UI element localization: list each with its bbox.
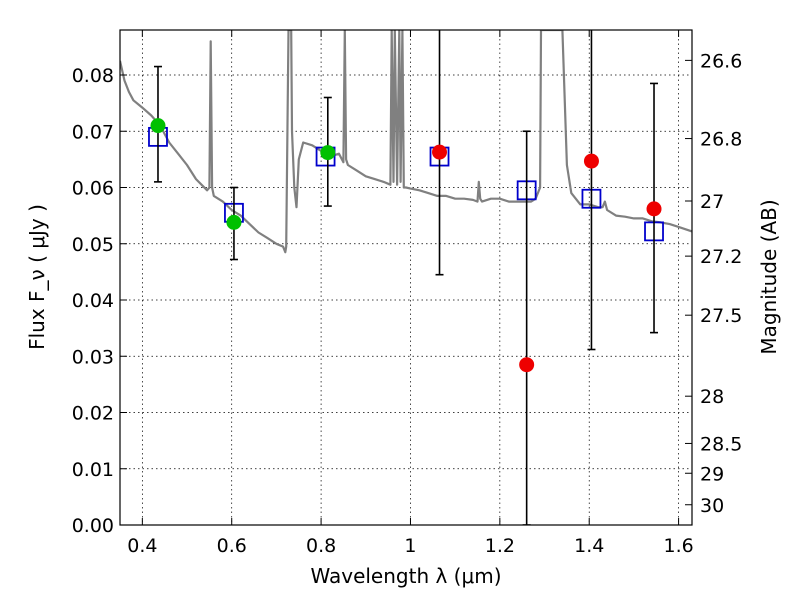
observed-point (150, 118, 166, 134)
x-tick-label: 1 (404, 535, 416, 557)
right-tick-label: 29 (700, 463, 724, 485)
observed-point (226, 214, 242, 230)
x-axis-label: Wavelength λ (μm) (310, 564, 501, 588)
observed-point (583, 153, 599, 169)
observed-point (432, 144, 448, 160)
x-tick-label: 1.6 (663, 535, 693, 557)
y-tick-label: 0.03 (72, 346, 114, 368)
y-tick-label: 0.00 (72, 515, 114, 537)
plot-area (120, 30, 692, 525)
y-tick-label: 0.08 (72, 65, 114, 87)
right-tick-label: 30 (700, 495, 724, 517)
y-axis-label: Flux F_ν ( μJy ) (25, 204, 49, 350)
observed-point (320, 145, 336, 161)
x-tick-label: 0.8 (306, 535, 336, 557)
x-tick-label: 0.6 (217, 535, 247, 557)
right-tick-label: 27.5 (700, 305, 742, 327)
right-tick-label: 26.6 (700, 50, 742, 72)
y-tick-label: 0.01 (72, 459, 114, 481)
x-tick-label: 1.4 (574, 535, 604, 557)
right-tick-label: 26.8 (700, 129, 742, 151)
y-axis-left: 0.00 0.01 0.02 0.03 0.04 0.05 0.06 0.07 0.08 (72, 65, 127, 537)
y-tick-label: 0.04 (72, 290, 114, 312)
observed-point (519, 357, 535, 373)
y-axis-right-label: Magnitude (AB) (757, 199, 781, 354)
y-tick-label: 0.06 (72, 178, 114, 200)
y-tick-label: 0.07 (72, 121, 114, 143)
y-tick-label: 0.05 (72, 234, 114, 256)
x-tick-label: 0.4 (127, 535, 157, 557)
spectrum-line (120, 30, 692, 254)
x-axis: 0.4 0.6 0.8 1 1.2 1.4 1.6 (127, 30, 694, 557)
right-tick-label: 27.2 (700, 246, 742, 268)
y-axis-right: 26.6 26.8 27 27.2 27.5 28 28.5 29 30 (685, 50, 742, 517)
x-tick-label: 1.2 (485, 535, 515, 557)
right-tick-label: 27 (700, 191, 724, 213)
right-tick-label: 28.5 (700, 433, 742, 455)
grid-lines (120, 30, 692, 526)
observed-point (646, 201, 662, 217)
right-tick-label: 28 (700, 386, 724, 408)
plot-frame (119, 29, 693, 526)
y-tick-label: 0.02 (72, 403, 114, 425)
